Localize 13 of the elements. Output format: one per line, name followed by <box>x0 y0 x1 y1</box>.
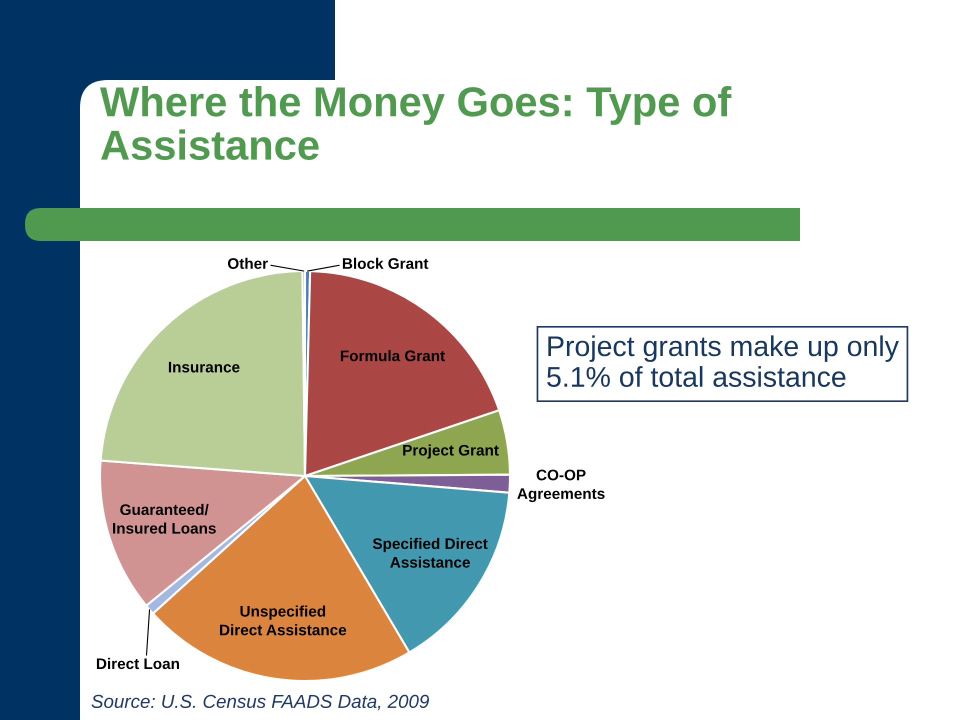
slice-label: Guaranteed/ Insured Loans <box>113 504 216 534</box>
slice-label: Block Grant <box>342 258 428 269</box>
slice-label: Project Grant <box>403 444 499 459</box>
slice-label: Formula Grant <box>340 350 445 362</box>
slice-label: Insurance <box>168 362 240 373</box>
slice-label: Specified Direct Assistance <box>372 538 488 568</box>
slice-label: Other <box>228 258 268 269</box>
text: Project grants make up only 5.1% of total assistance <box>547 335 899 387</box>
slice-label: Direct Loan <box>96 658 180 670</box>
source-note: Source: U.S. Census FAADS Data, 2009 <box>92 694 429 710</box>
slice-label: Unspecified Direct Assistance <box>220 605 346 636</box>
chart-title: Where the Money Goes: Type of Assistance <box>100 86 732 160</box>
slice-label: CO-OP Agreements <box>517 470 605 502</box>
